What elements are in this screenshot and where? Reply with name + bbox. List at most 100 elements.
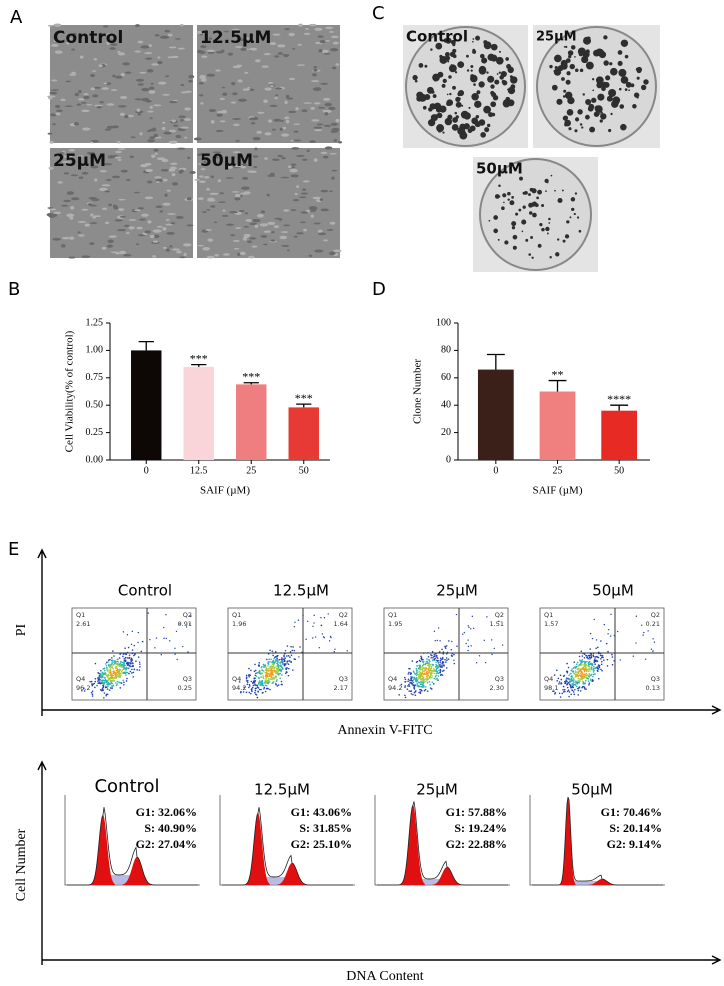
significance-label: **** bbox=[607, 392, 631, 406]
event-dot bbox=[258, 680, 261, 682]
event-dot bbox=[271, 650, 274, 652]
cell-texture bbox=[299, 221, 307, 224]
event-dot bbox=[242, 691, 245, 693]
cell-texture bbox=[281, 156, 286, 160]
event-dot bbox=[422, 681, 424, 684]
cell-texture bbox=[136, 108, 141, 112]
colony-texture bbox=[585, 99, 592, 106]
cell-texture bbox=[320, 151, 328, 155]
cell-texture bbox=[187, 156, 191, 160]
event-dot bbox=[566, 671, 569, 674]
cell-texture bbox=[256, 130, 263, 134]
event-dot bbox=[470, 628, 472, 630]
event-dot bbox=[414, 684, 416, 686]
cell-texture bbox=[81, 208, 89, 211]
cell-texture bbox=[60, 98, 66, 102]
cell-texture bbox=[69, 73, 77, 76]
cell-texture bbox=[234, 46, 243, 48]
event-dot bbox=[591, 679, 594, 681]
significance-label: *** bbox=[242, 369, 260, 383]
event-dot bbox=[106, 693, 109, 696]
cell-texture bbox=[197, 244, 205, 247]
cell-texture bbox=[78, 98, 85, 101]
colony-texture bbox=[412, 74, 418, 81]
colony-texture bbox=[473, 83, 476, 86]
cell-texture bbox=[183, 243, 192, 247]
event-dot bbox=[414, 694, 417, 697]
event-dot bbox=[426, 673, 429, 676]
event-dot bbox=[444, 658, 446, 661]
cell-texture bbox=[206, 49, 216, 52]
event-dot bbox=[570, 684, 572, 687]
cell-texture bbox=[93, 58, 98, 61]
cell-texture bbox=[89, 242, 95, 246]
colony-texture bbox=[564, 119, 571, 127]
event-dot bbox=[428, 680, 431, 683]
colony-texture bbox=[444, 55, 451, 61]
event-dot bbox=[428, 659, 431, 661]
cell-texture bbox=[335, 63, 340, 66]
cell-texture bbox=[275, 87, 283, 90]
cell-texture bbox=[165, 218, 170, 221]
cell-texture bbox=[205, 229, 212, 231]
event-dot bbox=[265, 667, 268, 670]
event-dot bbox=[116, 675, 119, 678]
event-dot bbox=[441, 674, 444, 676]
colony-texture bbox=[494, 79, 500, 85]
event-dot bbox=[109, 679, 112, 682]
colony-texture bbox=[488, 112, 494, 118]
event-dot bbox=[562, 685, 565, 688]
cell-texture bbox=[326, 228, 334, 231]
cell-texture bbox=[112, 204, 118, 208]
event-dot bbox=[264, 680, 266, 683]
cell-texture bbox=[177, 47, 185, 50]
cell-texture bbox=[240, 47, 247, 51]
event-dot bbox=[246, 681, 249, 684]
event-dot bbox=[245, 674, 248, 677]
cell-texture bbox=[180, 118, 184, 122]
event-dot bbox=[258, 677, 260, 680]
cell-texture bbox=[199, 180, 206, 184]
cell-texture bbox=[152, 229, 162, 233]
x-axis-label: SAIF (µM) bbox=[532, 485, 582, 497]
cell-texture bbox=[295, 232, 304, 235]
event-dot bbox=[267, 682, 269, 685]
event-dot bbox=[418, 681, 420, 684]
cell-texture bbox=[92, 94, 99, 98]
event-dot bbox=[248, 674, 250, 677]
event-dot bbox=[571, 679, 573, 682]
cell-texture bbox=[313, 129, 323, 132]
micrograph-label: 12.5µM bbox=[200, 28, 271, 48]
event-dot bbox=[436, 639, 439, 642]
event-dot bbox=[108, 689, 111, 691]
colony-texture bbox=[574, 68, 579, 73]
colony-texture bbox=[611, 100, 619, 108]
event-dot bbox=[421, 680, 423, 682]
cell-texture bbox=[230, 234, 235, 237]
event-dot bbox=[418, 685, 421, 688]
quadrant-value: 1.51 bbox=[490, 620, 504, 628]
colony-texture bbox=[507, 198, 510, 201]
event-dot bbox=[439, 661, 441, 664]
event-dot bbox=[281, 674, 283, 676]
colony-texture bbox=[481, 57, 488, 64]
event-dot bbox=[287, 674, 290, 677]
error-bar bbox=[486, 353, 505, 370]
event-dot bbox=[279, 662, 281, 664]
cell-texture bbox=[261, 65, 269, 68]
event-dot bbox=[286, 660, 289, 663]
plot-title: Control bbox=[118, 582, 172, 600]
event-dot bbox=[259, 684, 262, 687]
cell-texture bbox=[186, 224, 194, 227]
colony-texture bbox=[450, 64, 453, 67]
event-dot bbox=[441, 656, 444, 659]
event-dot bbox=[589, 678, 592, 681]
x-tick-label: 50 bbox=[614, 465, 624, 476]
event-dot bbox=[275, 658, 277, 661]
event-dot bbox=[281, 661, 283, 663]
event-dot bbox=[264, 664, 267, 666]
event-dot bbox=[419, 669, 422, 671]
event-dot bbox=[587, 654, 590, 657]
event-dot bbox=[572, 672, 575, 674]
cell-texture bbox=[303, 102, 313, 104]
